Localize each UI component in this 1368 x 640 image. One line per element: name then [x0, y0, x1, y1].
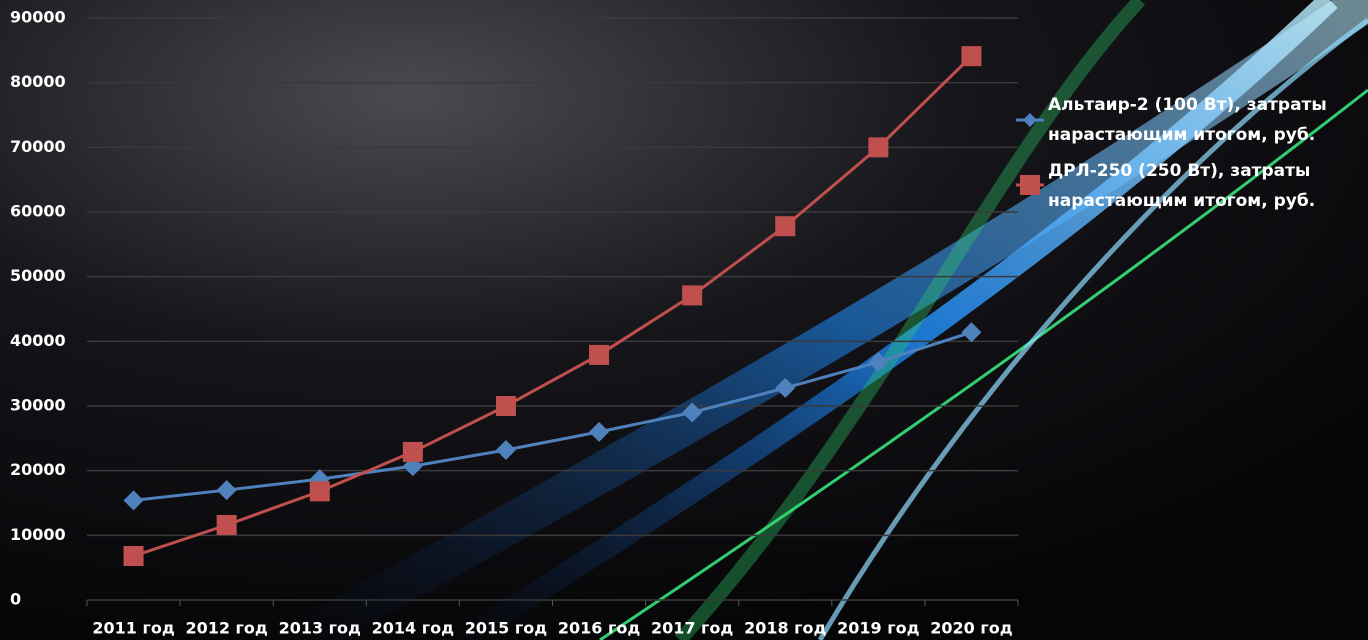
marker	[123, 546, 144, 567]
marker	[775, 377, 796, 398]
marker	[589, 344, 610, 365]
x-tick-label: 2011 год	[92, 619, 174, 638]
marker	[682, 285, 703, 306]
x-tick-label: 2019 год	[837, 619, 919, 638]
marker	[402, 441, 423, 462]
y-tick-label: 70000	[10, 137, 66, 156]
y-tick-label: 90000	[10, 8, 66, 27]
marker	[868, 137, 889, 158]
marker	[309, 481, 330, 502]
marker	[961, 322, 982, 343]
series-line	[133, 330, 972, 502]
y-tick-label: 60000	[10, 202, 66, 221]
y-tick-label: 50000	[10, 266, 66, 285]
y-tick-label: 0	[10, 590, 21, 609]
marker	[495, 396, 516, 416]
legend-key	[1020, 175, 1040, 195]
y-tick-label: 20000	[10, 460, 66, 479]
legend-key	[1023, 113, 1037, 127]
marker	[868, 352, 889, 373]
marker	[961, 46, 982, 67]
series-line	[133, 55, 973, 558]
decoration	[290, 0, 1368, 640]
y-tick-label: 80000	[10, 72, 66, 91]
marker	[123, 490, 144, 511]
marker	[216, 514, 237, 535]
marker	[589, 421, 610, 442]
y-tick-label: 30000	[10, 396, 66, 415]
x-tick-label: 2015 год	[465, 619, 547, 638]
x-tick-label: 2012 год	[185, 619, 267, 638]
x-tick-label: 2020 год	[930, 619, 1012, 638]
legend-label: ДРЛ-250 (250 Вт), затраты нарастающим ит…	[1048, 161, 1316, 211]
legend-label: Альтаир-2 (100 Вт), затраты нарастающим …	[1048, 95, 1327, 145]
y-tick-label: 40000	[10, 331, 66, 350]
marker	[775, 216, 796, 237]
marker	[495, 439, 516, 460]
x-tick-label: 2014 год	[372, 619, 454, 638]
x-tick-label: 2013 год	[279, 619, 361, 638]
x-tick-label: 2018 год	[744, 619, 826, 638]
y-tick-label: 10000	[10, 525, 66, 544]
marker	[682, 402, 703, 423]
x-tick-label: 2016 год	[558, 619, 640, 638]
marker	[216, 480, 237, 501]
x-tick-label: 2017 год	[651, 619, 733, 638]
